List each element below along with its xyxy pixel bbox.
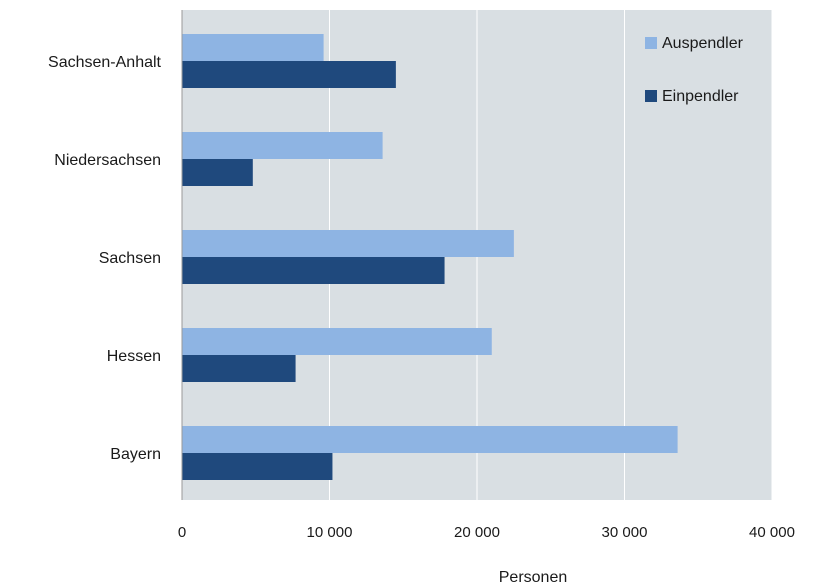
legend-label-einpendler: Einpendler [662, 88, 739, 105]
x-tick-label: 20 000 [454, 524, 500, 541]
legend-swatch-einpendler [645, 90, 657, 102]
x-axis-title: Personen [499, 569, 568, 585]
bar-auspendler-sachsen [182, 230, 514, 257]
bar-einpendler-niedersachsen [182, 159, 253, 186]
x-tick-labels: 0 10 000 20 000 30 000 40 000 [178, 524, 795, 541]
bar-einpendler-bayern [182, 453, 333, 480]
x-tick-label: 40 000 [749, 524, 795, 541]
bar-auspendler-hessen [182, 328, 492, 355]
category-label: Hessen [107, 348, 161, 365]
bar-einpendler-sachsen [182, 257, 445, 284]
bar-einpendler-hessen [182, 355, 296, 382]
bar-auspendler-niedersachsen [182, 132, 383, 159]
legend: Auspendler Einpendler [645, 35, 744, 105]
bar-auspendler-bayern [182, 426, 678, 453]
category-labels: Sachsen-Anhalt Niedersachsen Sachsen Hessen… [48, 54, 162, 463]
category-label: Bayern [110, 446, 161, 463]
x-tick-label: 0 [178, 524, 186, 541]
bars [182, 34, 678, 480]
category-label: Sachsen [99, 250, 161, 267]
bar-einpendler-sachsen-anhalt [182, 61, 396, 88]
category-label: Niedersachsen [54, 152, 161, 169]
legend-label-auspendler: Auspendler [662, 35, 744, 52]
x-tick-label: 10 000 [307, 524, 353, 541]
x-tick-label: 30 000 [602, 524, 648, 541]
legend-swatch-auspendler [645, 37, 657, 49]
bar-auspendler-sachsen-anhalt [182, 34, 324, 61]
category-label: Sachsen-Anhalt [48, 54, 162, 71]
